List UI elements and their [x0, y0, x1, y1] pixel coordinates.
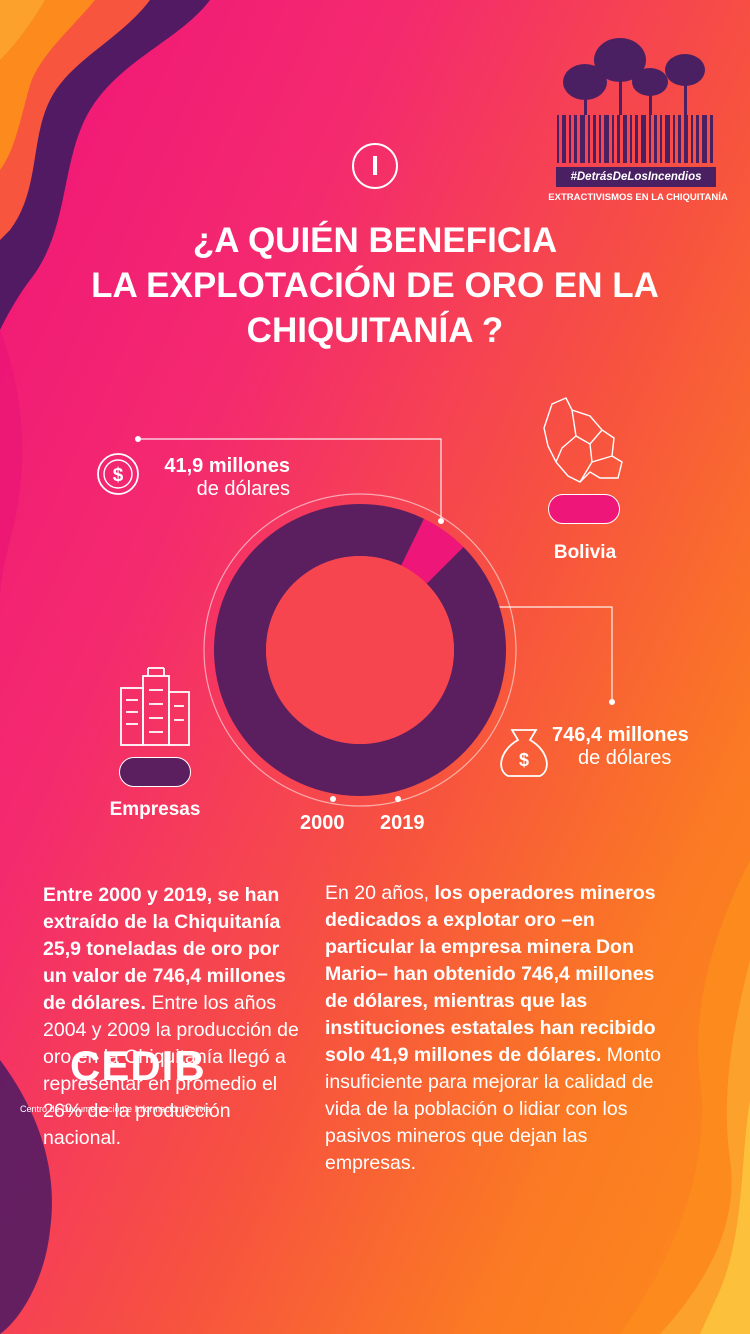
paragraph-left: Entre 2000 y 2019, se han extraído de la… — [43, 882, 303, 1152]
money-bag-icon: $ — [500, 729, 548, 777]
bolivia-amount-unit: de dólares — [196, 478, 290, 500]
legend-swatch-empresas — [119, 757, 191, 787]
bolivia-amount-value: 41,9 millones — [164, 455, 290, 477]
empresas-amount-value: 746,4 millones — [552, 724, 689, 746]
year-end: 2019 — [380, 812, 425, 834]
legend-swatch-bolivia — [548, 494, 620, 524]
logo-subtitle: EXTRACTIVISMOS EN LA CHIQUITANÍA — [548, 192, 728, 203]
cedib-logo-text: CEDIB — [70, 1042, 206, 1089]
paragraph-right-intro: En 20 años, — [325, 882, 435, 904]
buildings-icon — [120, 667, 190, 746]
legend-label-empresas: Empresas — [109, 799, 201, 820]
empresas-amount-unit: de dólares — [578, 747, 672, 769]
logo-trees-icon — [563, 38, 705, 115]
donut-chart — [213, 504, 506, 796]
svg-text:$: $ — [519, 750, 529, 770]
bolivia-map-icon — [543, 397, 623, 483]
bolivia-amount: 41,9 millones de dólares — [150, 455, 290, 501]
empresas-amount: 746,4 millones de dólares — [552, 724, 702, 770]
paragraph-left-normal: Entre los años 2004 y 2009 la producción… — [43, 992, 299, 1149]
logo-barcode-icon — [557, 115, 713, 163]
paragraph-right-normal: Monto insuficiente para mejorar la calid… — [325, 1044, 661, 1174]
logo-hashtag: #DetrásDeLosIncendios — [556, 167, 716, 187]
paragraph-right: En 20 años, los operadores mineros dedic… — [325, 880, 670, 1177]
paragraph-right-bold: los operadores mineros dedicados a explo… — [325, 882, 656, 1066]
dollar-coin-icon: $ — [97, 453, 139, 495]
donut-slice-bolivia — [401, 518, 464, 584]
section-badge: I — [352, 143, 398, 189]
donut-slice-empresas — [213, 504, 506, 796]
legend-label-bolivia: Bolivia — [553, 542, 617, 563]
donut-hole — [266, 556, 454, 744]
cedib-full-name: Centro de Documentación e Información Bo… — [20, 1104, 211, 1114]
svg-text:$: $ — [113, 465, 124, 486]
year-start: 2000 — [300, 812, 345, 834]
page-title: ¿A QUIÉN BENEFICIA LA EXPLOTACIÓN DE ORO… — [91, 221, 659, 350]
paragraph-left-bold: Entre 2000 y 2019, se han extraído de la… — [43, 884, 286, 1014]
